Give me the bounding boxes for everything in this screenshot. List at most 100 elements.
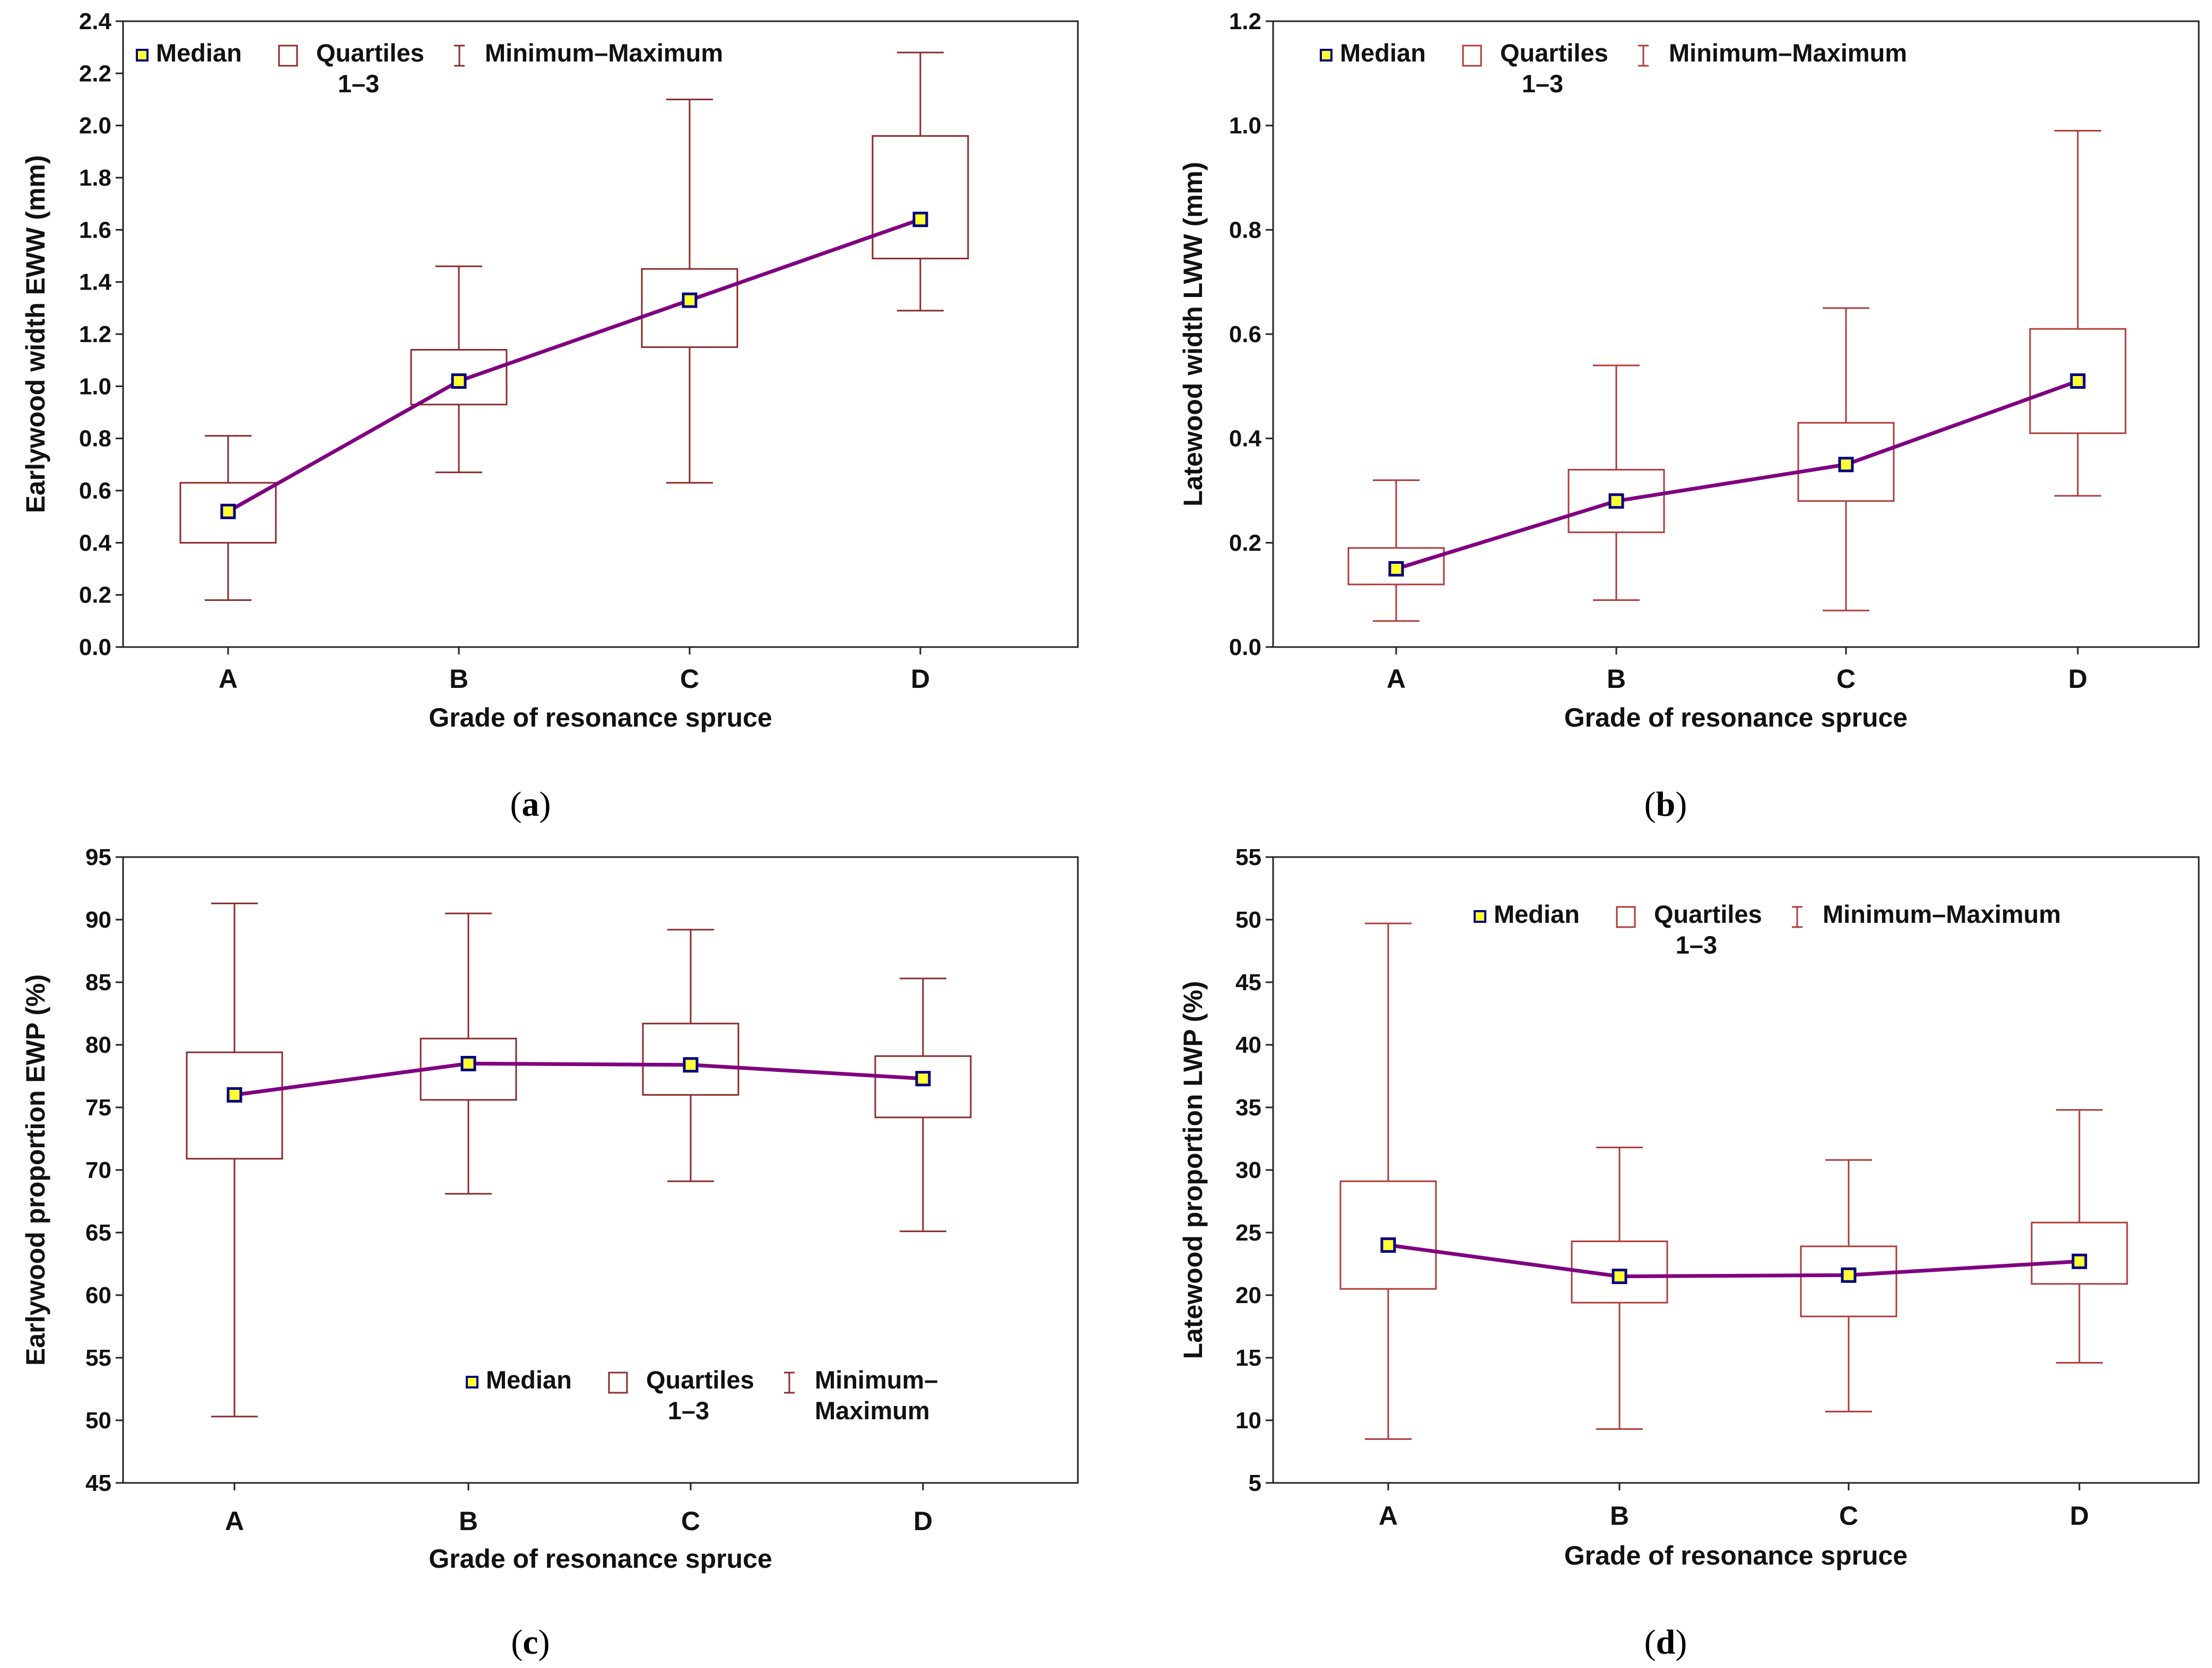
quartile-box [642, 1023, 739, 1096]
legend-quartiles-label: Quartiles [646, 1366, 754, 1394]
y-tick-label: 5 [1249, 1470, 1261, 1496]
panel-label-open: ( [511, 1623, 522, 1662]
y-tick-label: 0.4 [1229, 426, 1262, 452]
y-tick-label: 65 [85, 1220, 111, 1246]
chart-panel-a: 0.0 0.2 0.4 0.6 0.8 1.0 1.2 1.4 1.6 1.8 2.0 2.2 2.4 A… [21, 8, 1079, 824]
y-tick-label: 35 [1235, 1095, 1261, 1121]
y-tick-label: 1.2 [79, 321, 111, 347]
median-point [1608, 493, 1624, 509]
y-tick-label: 20 [1235, 1282, 1261, 1308]
median-line [234, 1061, 924, 1097]
legend-median-label: Median [1494, 900, 1580, 928]
x-tick-label: A [225, 1506, 244, 1536]
x-axis-title: Grade of resonance spruce [429, 703, 772, 732]
quartile-box [186, 1051, 283, 1160]
x-tick-label: C [681, 1506, 700, 1536]
panel-label-letter: d [1656, 1623, 1676, 1662]
y-tick-label: 10 [1235, 1408, 1261, 1434]
x-tick-label: B [1607, 664, 1626, 694]
chart-panel-c: 45 50 55 60 65 70 75 80 85 90 95 A B C D Grade of reson… [21, 844, 1079, 1662]
y-tick-label: 0.0 [79, 634, 111, 660]
legend-minmax-label: Minimum– [815, 1366, 938, 1394]
x-tick-label: A [219, 664, 238, 694]
median-point [682, 292, 698, 308]
quartile-box [2029, 328, 2127, 434]
legend-quartiles-label: Quartiles [1654, 900, 1762, 928]
y-tick-label: 60 [85, 1282, 111, 1308]
y-tick-label: 0.8 [79, 426, 111, 452]
legend-quartiles-label: Quartiles [1500, 39, 1608, 67]
y-tick-label: 90 [85, 907, 111, 933]
x-axis-title: Grade of resonance spruce [429, 1544, 772, 1574]
panel-label-open: ( [1644, 1623, 1656, 1662]
legend: Median Quartiles 1–3 Minimum–Maximum [1474, 900, 2061, 959]
legend-quartiles-range: 1–3 [668, 1396, 709, 1425]
quartile-box [1571, 1241, 1668, 1304]
x-tick-label: B [459, 1506, 478, 1536]
median-point [915, 1071, 931, 1087]
median-point [1612, 1269, 1627, 1285]
quartile-box [1800, 1245, 1897, 1317]
y-tick-label: 1.0 [79, 373, 111, 399]
legend-quartiles-range: 1–3 [1676, 931, 1717, 959]
legend-quartiles-icon [1462, 45, 1482, 67]
panel-label-open: ( [510, 785, 522, 824]
y-tick-label: 75 [85, 1095, 111, 1121]
y-tick-label: 0.4 [79, 530, 112, 556]
panel-label-close: ) [539, 785, 551, 824]
y-tick-label: 2.0 [79, 113, 111, 139]
y-tick-label: 1.2 [1229, 8, 1261, 34]
y-tick-label: 1.6 [79, 217, 111, 243]
median-point [912, 212, 928, 228]
quartile-box [410, 349, 508, 406]
y-tick-label: 15 [1235, 1345, 1261, 1371]
y-tick-label: 1.8 [79, 165, 111, 191]
y-tick-label: 2.4 [79, 8, 112, 34]
legend-median-label: Median [156, 39, 242, 67]
quartile-box [2031, 1221, 2128, 1285]
quartile-box [1339, 1180, 1437, 1290]
median-point [683, 1057, 699, 1073]
y-tick-label: 0.2 [1229, 530, 1261, 556]
x-tick-label: C [1836, 664, 1856, 694]
quartile-box [1797, 422, 1895, 502]
median-point [1380, 1237, 1396, 1253]
y-axis-title: Earlywood proportion EWP (%) [21, 974, 50, 1366]
y-tick-label: 70 [85, 1157, 111, 1183]
y-tick-label: 0.8 [1229, 217, 1261, 243]
plot-frame [1272, 20, 2200, 648]
legend-median-marker [136, 49, 149, 62]
median-line [227, 217, 921, 513]
panel-label: (c) [511, 1623, 550, 1662]
x-tick-label: B [1610, 1501, 1629, 1531]
median-point [1838, 457, 1854, 473]
x-tick-label: D [2070, 1501, 2089, 1531]
x-tick-label: B [449, 664, 468, 694]
y-tick-label: 0.2 [79, 582, 111, 608]
quartile-box [179, 482, 277, 544]
median-point [451, 373, 467, 389]
y-tick-label: 40 [1235, 1032, 1261, 1058]
panel-label-close: ) [1675, 1623, 1687, 1662]
legend-median-marker [1474, 910, 1486, 923]
chart-panel-b: 0.0 0.2 0.4 0.6 0.8 1.0 1.2 A B C D Grade of resona… [1178, 8, 2200, 824]
legend-median-label: Median [486, 1366, 572, 1394]
median-line [1395, 379, 2079, 571]
y-tick-label: 50 [1235, 907, 1261, 933]
quartile-box [872, 135, 969, 259]
quartile-box [1347, 547, 1445, 586]
y-tick-label: 1.4 [79, 269, 112, 295]
panel-label-open: ( [1644, 785, 1656, 824]
y-tick-label: 55 [1235, 844, 1261, 870]
legend-minmax-label: Minimum–Maximum [1823, 900, 2061, 928]
y-tick-label: 2.2 [79, 60, 111, 86]
y-tick-label: 50 [85, 1408, 111, 1434]
x-tick-label: D [2068, 664, 2087, 694]
y-tick-label: 1.0 [1229, 113, 1261, 139]
median-line [1388, 1243, 2080, 1279]
median-point [1388, 561, 1404, 577]
